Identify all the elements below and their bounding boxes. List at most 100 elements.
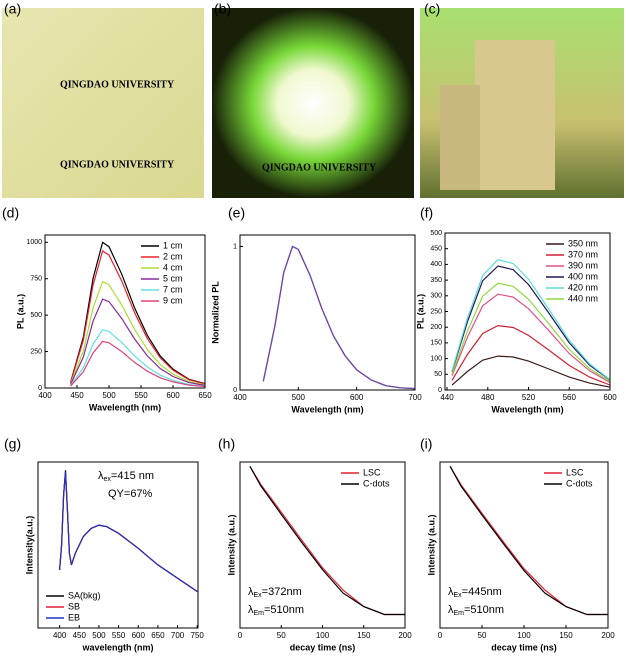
series-line — [262, 245, 416, 390]
series-line — [451, 259, 611, 381]
x-tick-label: 200 — [398, 631, 412, 640]
legend-label: 9 cm — [163, 295, 183, 305]
series-line — [70, 241, 206, 385]
annotation-part: λ — [448, 586, 454, 598]
y-axis-label: Intensity(a.u.) — [24, 516, 34, 575]
y-tick-label: 150 — [430, 340, 442, 347]
series-line — [451, 324, 611, 386]
panel-label: (h) — [218, 436, 235, 452]
series-line — [449, 466, 608, 616]
panel-label: (f) — [420, 205, 433, 221]
y-axis-label: Intensity (a.u.) — [426, 514, 436, 575]
series-line — [70, 298, 206, 386]
y-tick-label: 0 — [233, 387, 237, 394]
plot-frame — [37, 461, 199, 629]
photo-a — [2, 8, 204, 198]
photo-text: QINGDAO UNIVERSITY — [60, 159, 175, 170]
annotation: QY=67% — [108, 488, 153, 500]
x-tick-label: 700 — [171, 631, 185, 640]
series-line — [70, 329, 206, 387]
x-tick-label: 150 — [559, 631, 573, 640]
series-line — [70, 340, 206, 388]
series-line — [70, 280, 206, 386]
x-tick-label: 150 — [357, 631, 371, 640]
x-tick-label: 0 — [438, 631, 443, 640]
legend-label: 1 cm — [163, 240, 183, 250]
x-tick-label: 50 — [478, 631, 487, 640]
plot-frame — [439, 461, 609, 629]
series-line — [262, 245, 416, 390]
annotation-part: Ex — [454, 592, 463, 599]
annotation-part: =510nm — [464, 604, 504, 616]
series-line — [451, 293, 611, 384]
legend-label: LSC — [363, 467, 381, 477]
series-line — [59, 471, 198, 592]
panel-label: (e) — [228, 205, 245, 221]
plot-frame — [239, 234, 416, 391]
legend-label: SB — [68, 601, 80, 611]
x-tick-label: 480 — [481, 393, 495, 402]
x-axis-label: Wavelength (nm) — [491, 404, 563, 414]
y-tick-label: 250 — [430, 308, 442, 315]
panel-label: (c) — [424, 1, 440, 17]
x-tick-label: 100 — [316, 631, 330, 640]
y-tick-label: 50 — [434, 371, 442, 378]
x-tick-label: 0 — [238, 631, 243, 640]
annotation-part: QY=67% — [108, 488, 153, 500]
y-tick-label: 300 — [430, 293, 442, 300]
annotation-part: =415 nm — [111, 470, 154, 482]
y-axis-label: PL (a.u.) — [415, 294, 425, 329]
y-tick-label: 450 — [430, 246, 442, 253]
x-tick-label: 500 — [102, 391, 116, 400]
y-tick-label: 250 — [30, 348, 42, 355]
photo-text: QINGDAO UNIVERSITY — [60, 79, 175, 90]
annotation-part: λ — [98, 470, 104, 482]
annotation-part: λ — [448, 604, 454, 616]
legend-label: LSC — [566, 467, 584, 477]
series-line — [262, 245, 416, 390]
annotation-part: ex — [104, 476, 112, 483]
y-tick-label: 0 — [438, 387, 442, 394]
annotation-part: λ — [248, 586, 254, 598]
x-tick-label: 450 — [70, 391, 84, 400]
y-tick-label: 1 — [233, 243, 237, 250]
legend-label: 390 nm — [568, 260, 598, 270]
y-tick-label: 0 — [38, 385, 42, 392]
x-tick-label: 600 — [603, 393, 617, 402]
panel-label: (d) — [2, 205, 19, 221]
y-tick-label: 400 — [430, 261, 442, 268]
x-tick-label: 520 — [522, 393, 536, 402]
legend-label: 400 nm — [568, 271, 598, 281]
series-line — [451, 355, 611, 388]
photo-text: QINGDAO UNIVERSITY — [262, 162, 377, 173]
x-tick-label: 600 — [350, 393, 364, 402]
x-tick-label: 550 — [112, 631, 126, 640]
x-tick-label: 600 — [132, 631, 146, 640]
series-line — [451, 265, 611, 381]
x-tick-label: 550 — [134, 391, 148, 400]
annotation-part: λ — [248, 604, 254, 616]
x-tick-label: 450 — [73, 631, 87, 640]
panel-label: (i) — [420, 436, 432, 452]
annotation-part: Ex — [254, 592, 263, 599]
x-tick-label: 650 — [151, 631, 165, 640]
x-axis-label: decay time (ns) — [290, 642, 356, 652]
x-tick-label: 650 — [198, 391, 212, 400]
panel-label: (g) — [4, 436, 21, 452]
building — [440, 85, 480, 190]
legend-label: 350 nm — [568, 238, 598, 248]
x-tick-label: 440 — [440, 393, 454, 402]
annotation-part: Em — [454, 610, 465, 617]
x-tick-label: 750 — [191, 631, 205, 640]
photo-b — [212, 8, 414, 198]
x-axis-label: wavelength (nm) — [81, 642, 153, 652]
x-tick-label: 500 — [292, 393, 306, 402]
legend-label: C-dots — [566, 478, 593, 488]
x-axis-label: Wavelength (nm) — [291, 404, 363, 414]
annotation-part: =510nm — [264, 604, 304, 616]
annotation: λEx=445nm — [448, 586, 502, 599]
annotation-part: =372nm — [262, 586, 302, 598]
panel-label: (b) — [214, 1, 231, 17]
legend-label: C-dots — [363, 478, 390, 488]
